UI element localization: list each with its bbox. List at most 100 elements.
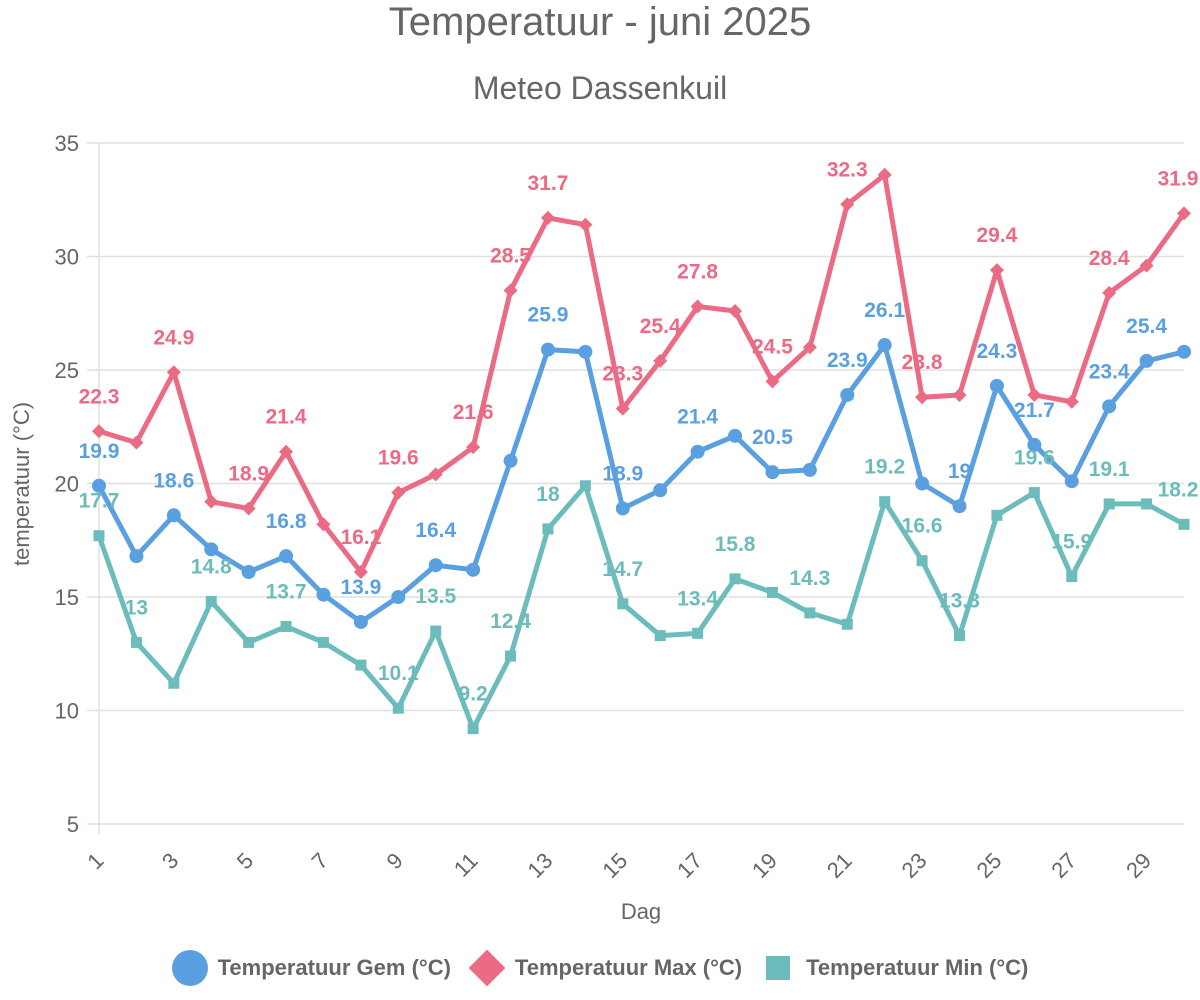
data-point[interactable]	[129, 549, 144, 564]
data-point[interactable]	[92, 424, 106, 439]
data-point[interactable]	[654, 630, 666, 642]
data-point[interactable]	[617, 598, 629, 610]
data-point[interactable]	[1027, 437, 1042, 452]
data-point[interactable]	[1066, 571, 1078, 583]
data-point[interactable]	[503, 453, 518, 468]
data-point[interactable]	[353, 614, 368, 629]
data-point[interactable]	[168, 677, 180, 689]
legend-item-max[interactable]: Temperatuur Max (°C)	[468, 949, 742, 987]
data-point[interactable]	[954, 630, 966, 642]
data-label: 19.9	[79, 440, 120, 463]
data-point[interactable]	[729, 573, 741, 585]
data-point[interactable]	[1139, 353, 1154, 368]
data-point[interactable]	[93, 530, 105, 542]
data-point[interactable]	[430, 625, 442, 637]
data-point[interactable]	[1141, 498, 1153, 510]
data-point[interactable]	[1177, 206, 1191, 221]
data-point[interactable]	[355, 659, 367, 671]
data-point[interactable]	[1139, 258, 1154, 273]
data-point[interactable]	[877, 338, 892, 353]
data-point[interactable]	[540, 210, 555, 225]
data-point[interactable]	[690, 299, 705, 314]
data-point[interactable]	[92, 478, 106, 493]
data-point[interactable]	[692, 627, 704, 639]
data-point[interactable]	[280, 621, 292, 633]
data-point[interactable]	[1064, 394, 1079, 409]
legend-label: Temperatuur Min (°C)	[806, 955, 1029, 980]
square-marker-icon	[766, 956, 791, 980]
data-point[interactable]	[204, 542, 219, 557]
data-point[interactable]	[690, 444, 705, 459]
data-point[interactable]	[840, 387, 855, 402]
data-point[interactable]	[204, 494, 219, 509]
data-point[interactable]	[653, 483, 668, 498]
data-point[interactable]	[505, 650, 517, 662]
data-point[interactable]	[615, 401, 630, 416]
data-point[interactable]	[466, 440, 481, 455]
data-point[interactable]	[1177, 344, 1191, 359]
data-point[interactable]	[1028, 487, 1040, 499]
data-point[interactable]	[802, 462, 817, 477]
data-point[interactable]	[579, 480, 591, 492]
data-point[interactable]	[802, 340, 817, 355]
data-point[interactable]	[915, 476, 930, 491]
data-point[interactable]	[916, 555, 928, 567]
data-point[interactable]	[766, 586, 778, 598]
data-point[interactable]	[653, 353, 668, 368]
data-point[interactable]	[615, 501, 630, 516]
data-label: 21.6	[453, 401, 494, 424]
data-point[interactable]	[765, 374, 780, 389]
data-point[interactable]	[241, 501, 256, 516]
data-point[interactable]	[952, 387, 967, 402]
data-point[interactable]	[540, 342, 555, 357]
data-point[interactable]	[840, 197, 855, 212]
data-point[interactable]	[1064, 474, 1079, 489]
data-point[interactable]	[989, 263, 1004, 278]
data-point[interactable]	[915, 390, 930, 405]
data-point[interactable]	[503, 283, 518, 298]
data-point[interactable]	[728, 428, 743, 443]
data-point[interactable]	[578, 217, 593, 232]
data-point[interactable]	[877, 167, 892, 182]
data-point[interactable]	[991, 509, 1003, 521]
data-point[interactable]	[428, 467, 443, 482]
data-point[interactable]	[989, 378, 1004, 393]
data-point[interactable]	[804, 607, 816, 619]
data-point[interactable]	[1103, 498, 1115, 510]
data-point[interactable]	[392, 702, 404, 714]
data-point[interactable]	[241, 565, 256, 580]
data-point[interactable]	[316, 587, 331, 602]
data-point[interactable]	[279, 549, 294, 564]
data-point[interactable]	[466, 562, 481, 577]
data-point[interactable]	[1102, 399, 1117, 414]
data-point[interactable]	[243, 636, 255, 648]
legend-item-min[interactable]: Temperatuur Min (°C)	[760, 950, 1028, 986]
data-point[interactable]	[166, 508, 181, 523]
data-point[interactable]	[467, 723, 479, 735]
data-point[interactable]	[317, 636, 329, 648]
data-point[interactable]	[129, 435, 144, 450]
data-point[interactable]	[952, 499, 967, 514]
data-point[interactable]	[391, 590, 406, 604]
data-point[interactable]	[542, 523, 554, 535]
data-point[interactable]	[765, 465, 780, 480]
data-point[interactable]	[353, 565, 368, 580]
data-point[interactable]	[279, 444, 294, 459]
data-point[interactable]	[578, 344, 593, 359]
data-point[interactable]	[205, 596, 217, 608]
x-tick-label: 9	[382, 848, 408, 874]
data-point[interactable]	[879, 496, 891, 508]
data-point[interactable]	[428, 558, 443, 573]
data-point[interactable]	[130, 636, 142, 648]
data-labels: 17.7 13 14.8 13.7 10.1 13.5 9.2 12.4 18 14.7 13.4 1…	[79, 158, 1199, 705]
data-point[interactable]	[391, 485, 406, 500]
data-label: 28.5	[490, 245, 531, 268]
data-point[interactable]	[1178, 518, 1190, 530]
data-point[interactable]	[1102, 285, 1117, 300]
data-point[interactable]	[316, 517, 331, 532]
data-point[interactable]	[1027, 387, 1042, 402]
data-point[interactable]	[841, 618, 853, 630]
legend-item-gem[interactable]: Temperatuur Gem (°C)	[171, 950, 451, 986]
data-point[interactable]	[166, 365, 181, 380]
data-point[interactable]	[728, 303, 743, 318]
